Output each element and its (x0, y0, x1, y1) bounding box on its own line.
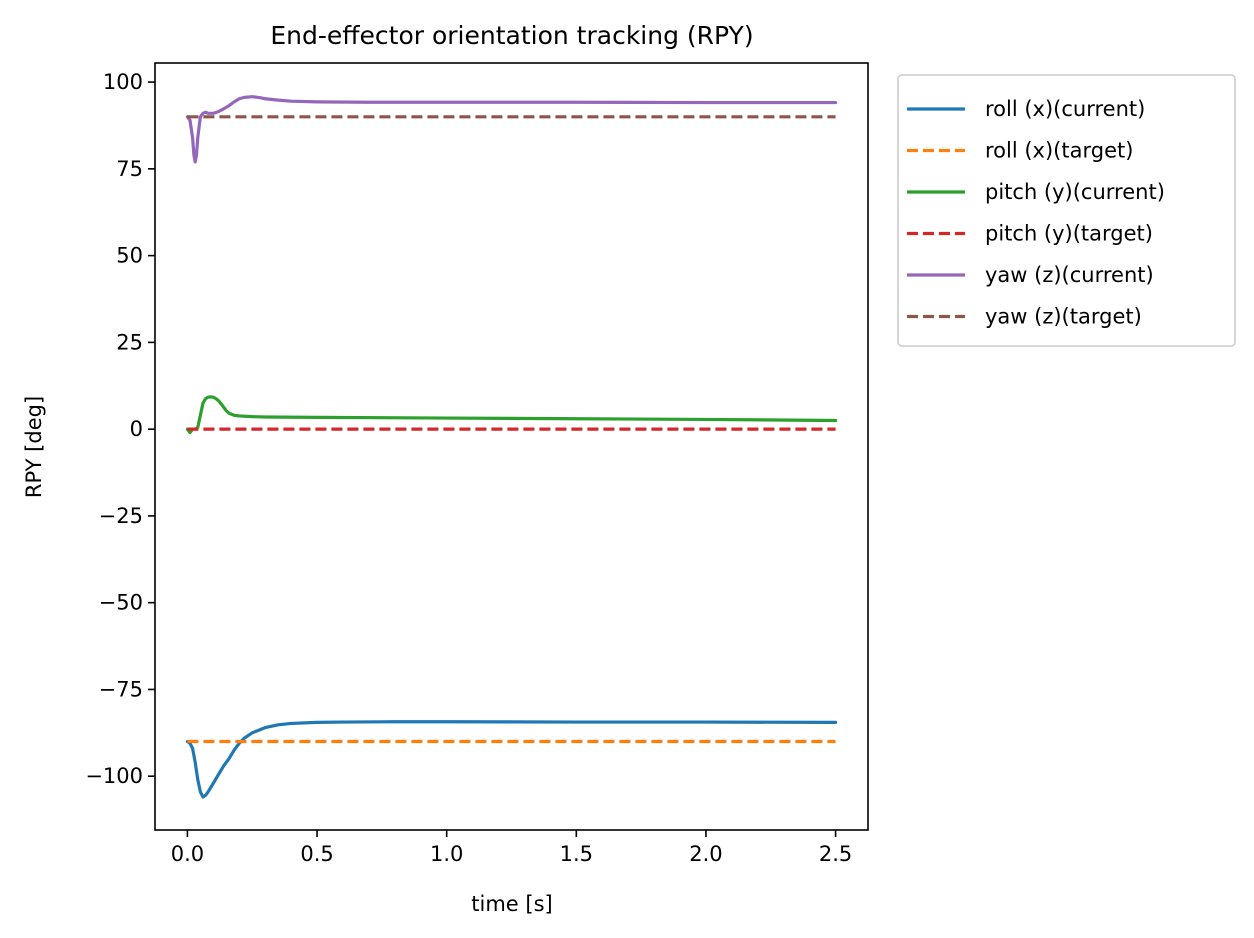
series-line-4 (185, 95, 838, 164)
legend-label-0: roll (x)(current) (985, 97, 1145, 121)
y-tick-label: −100 (85, 764, 143, 788)
x-axis: 0.0 0.5 1.0 1.5 2.0 2.5 (171, 830, 852, 866)
y-axis-label: RPY [deg] (22, 396, 46, 498)
y-tick-label: 50 (116, 244, 143, 268)
legend-label-2: pitch (y)(current) (985, 180, 1165, 204)
x-axis-label: time [s] (471, 892, 552, 916)
legend-label-5: yaw (z)(target) (985, 305, 1142, 329)
series-line-2 (185, 395, 838, 435)
y-tick-label: 25 (116, 330, 143, 354)
y-axis: 100 75 50 25 0 −25 −50 −75 −100 (85, 70, 155, 788)
x-tick-label: 2.0 (689, 842, 722, 866)
y-tick-label: −75 (99, 677, 143, 701)
y-tick-label: −50 (99, 591, 143, 615)
chart-title: End-effector orientation tracking (RPY) (270, 21, 753, 50)
series-line-0 (185, 720, 838, 799)
legend-label-1: roll (x)(target) (985, 139, 1133, 163)
legend-label-3: pitch (y)(target) (985, 222, 1153, 246)
legend: roll (x)(current) roll (x)(target) pitch (… (897, 74, 1236, 347)
legend-frame (897, 74, 1236, 347)
y-tick-label: 0 (130, 417, 143, 441)
y-tick-label: 75 (116, 157, 143, 181)
y-tick-label: 100 (103, 70, 143, 94)
y-tick-label: −25 (99, 504, 143, 528)
plot-frame (154, 62, 869, 831)
x-tick-label: 1.5 (560, 842, 593, 866)
x-tick-label: 1.0 (430, 842, 463, 866)
x-tick-label: 2.5 (819, 842, 852, 866)
x-tick-label: 0.0 (171, 842, 204, 866)
legend-label-4: yaw (z)(current) (985, 263, 1154, 287)
x-tick-label: 0.5 (300, 842, 333, 866)
